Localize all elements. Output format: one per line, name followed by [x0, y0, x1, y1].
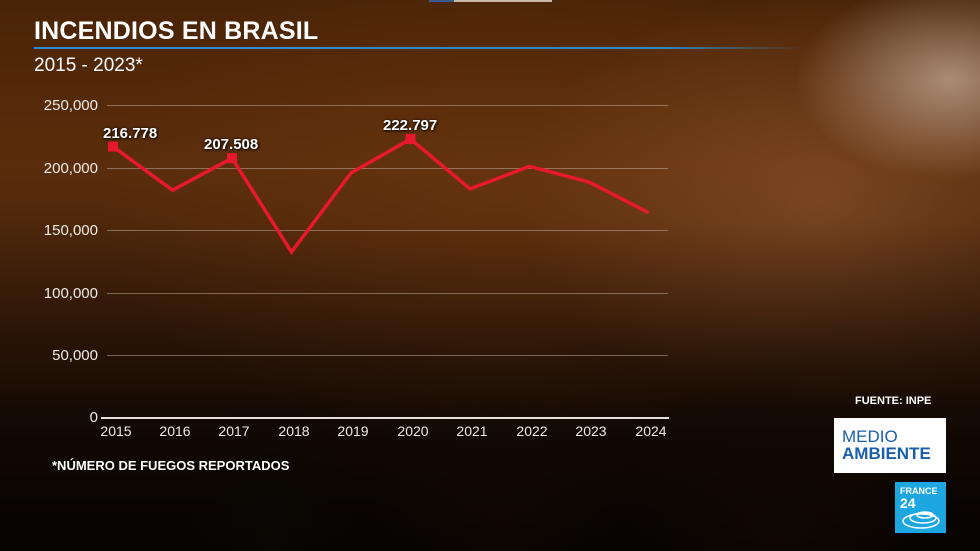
gridline	[107, 293, 668, 294]
source-label: FUENTE: INPE	[855, 395, 932, 407]
logo-line-2: AMBIENTE	[842, 444, 931, 463]
gridline	[107, 168, 668, 169]
x-tick-label: 2023	[575, 423, 607, 439]
france24-waves-icon	[902, 511, 940, 529]
y-tick-label: 200,000	[43, 160, 98, 177]
data-label-2017: 207.508	[204, 136, 259, 153]
x-tick-label: 2024	[635, 423, 667, 439]
y-tick-label: 100,000	[43, 285, 98, 302]
y-tick-label: 150,000	[43, 222, 98, 239]
france24-number: 24	[900, 495, 916, 511]
data-label-2020: 222.797	[383, 117, 438, 134]
data-marker	[108, 141, 118, 152]
y-tick-label: 0	[89, 409, 98, 426]
data-markers	[108, 134, 416, 164]
x-axis-line	[101, 417, 669, 419]
x-tick-label: 2015	[100, 423, 132, 439]
gridline	[107, 105, 668, 106]
france24-logo: FRANCE 24	[895, 482, 946, 533]
gridline	[107, 355, 668, 356]
x-tick-label: 2019	[337, 423, 369, 439]
video-progress-bar[interactable]	[429, 0, 552, 2]
x-tick-label: 2017	[218, 423, 250, 439]
series-line	[111, 136, 650, 256]
chart-title: INCENDIOS EN BRASIL	[34, 17, 319, 45]
video-progress-fill	[429, 0, 454, 2]
france24-text: FRANCE	[900, 486, 938, 496]
x-tick-label: 2021	[456, 423, 488, 439]
x-tick-label: 2020	[397, 423, 429, 439]
logo-line-1: MEDIO	[842, 427, 898, 446]
y-tick-label: 250,000	[43, 97, 98, 114]
x-tick-label: 2016	[159, 423, 191, 439]
x-tick-label: 2018	[278, 423, 310, 439]
chart-subtitle: 2015 - 2023*	[34, 55, 143, 76]
x-tick-label: 2022	[516, 423, 548, 439]
medio-ambiente-logo: MEDIO AMBIENTE	[834, 418, 946, 473]
y-tick-label: 50,000	[52, 347, 98, 364]
data-marker	[405, 134, 416, 145]
title-underline	[34, 47, 804, 49]
footnote: *NÚMERO DE FUEGOS REPORTADOS	[52, 458, 290, 473]
background-silhouettes	[0, 221, 980, 551]
data-marker	[227, 153, 237, 164]
gridline	[107, 230, 668, 231]
data-label-2015: 216.778	[103, 125, 158, 142]
